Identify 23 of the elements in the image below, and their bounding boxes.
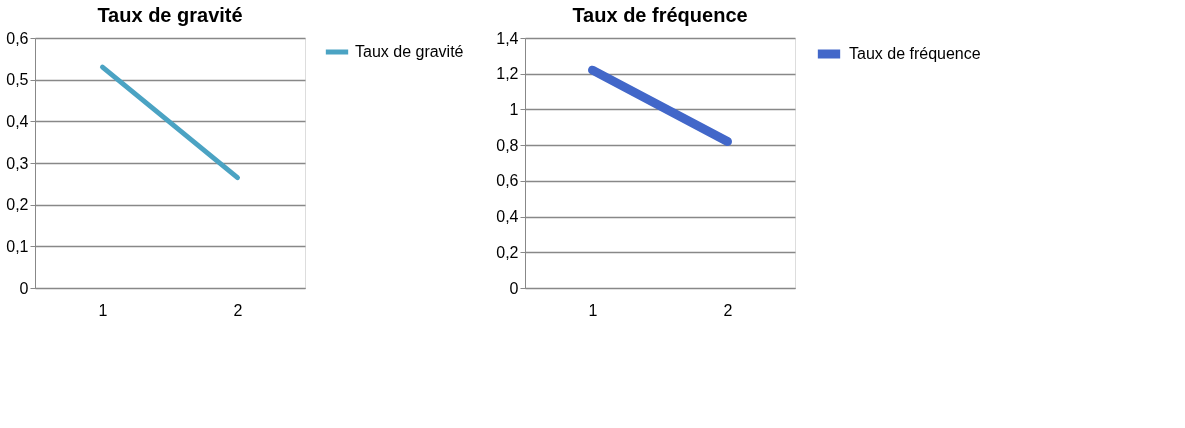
y-tick-label: 0,2 bbox=[6, 196, 29, 214]
y-tick-label: 0,5 bbox=[6, 71, 29, 89]
y-tick-label: 0,6 bbox=[496, 172, 519, 190]
y-tick-label: 0,8 bbox=[496, 136, 519, 154]
y-tick-label: 1,2 bbox=[496, 65, 519, 83]
y-tick-label: 0,4 bbox=[496, 208, 519, 226]
legend-label: Taux de fréquence bbox=[849, 45, 981, 62]
x-tick-label: 1 bbox=[98, 301, 108, 319]
legend-label: Taux de gravité bbox=[355, 43, 464, 60]
x-tick-label: 2 bbox=[723, 301, 733, 319]
y-tick-label: 1,4 bbox=[496, 29, 519, 47]
y-tick-label: 0 bbox=[509, 279, 519, 297]
y-tick-label: 0 bbox=[19, 279, 29, 297]
y-tick-label: 0,4 bbox=[6, 112, 29, 130]
x-tick-label: 1 bbox=[588, 301, 598, 319]
chart-title: Taux de gravité bbox=[97, 4, 243, 26]
y-tick-label: 0,1 bbox=[6, 237, 29, 255]
y-tick-label: 0,3 bbox=[6, 154, 29, 172]
y-tick-label: 0,6 bbox=[6, 29, 29, 47]
y-tick-label: 1 bbox=[509, 100, 519, 118]
x-tick-label: 2 bbox=[233, 301, 243, 319]
y-tick-label: 0,2 bbox=[496, 243, 519, 261]
chart-title: Taux de fréquence bbox=[572, 4, 748, 26]
